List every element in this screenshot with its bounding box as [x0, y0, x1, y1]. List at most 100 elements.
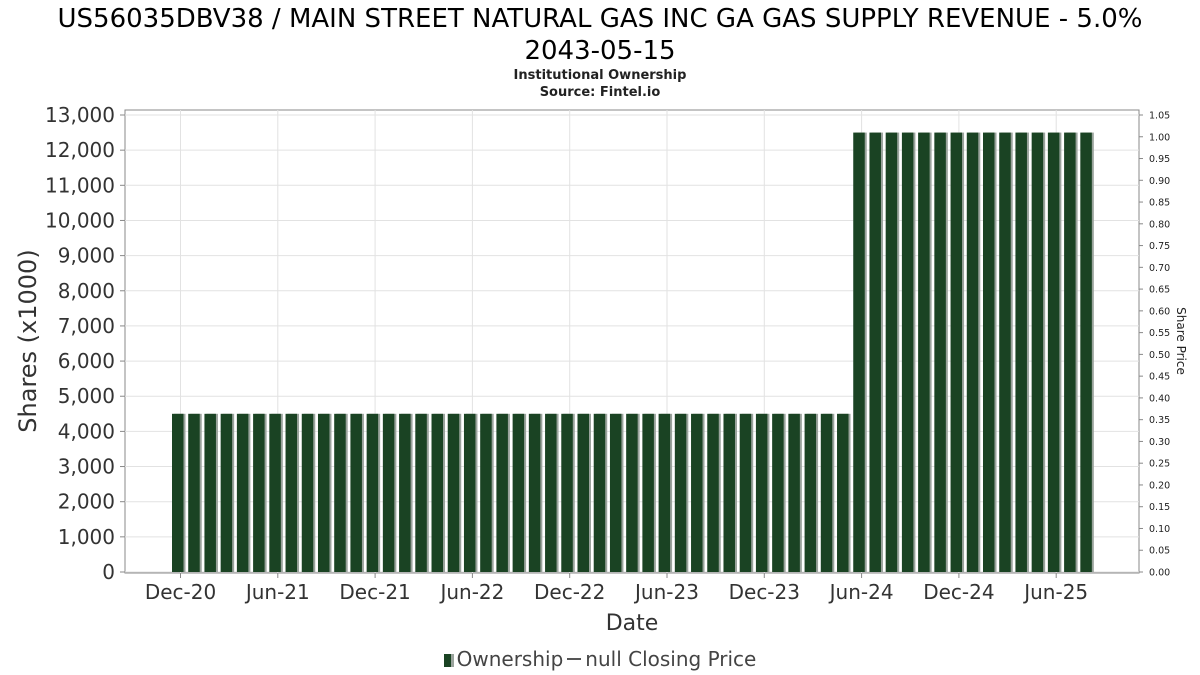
bar	[172, 413, 184, 572]
bar	[820, 413, 833, 572]
bar	[528, 413, 541, 572]
bar	[901, 132, 914, 573]
bar	[496, 413, 508, 572]
y-tick-label: 7,000	[58, 314, 115, 338]
bar	[253, 413, 265, 572]
y-tick-label: 10,000	[45, 208, 115, 232]
chart-title-line1: US56035DBV38 / MAIN STREET NATURAL GAS I…	[57, 4, 1143, 34]
chart-title-line2: 2043-05-15	[524, 36, 676, 66]
y2-tick-label: 1.00	[1149, 132, 1170, 143]
y-tick-label: 11,000	[45, 173, 115, 197]
x-tick-label: Dec-24	[923, 580, 994, 604]
y-tick-label: 3,000	[58, 455, 115, 479]
y2-tick-label: 0.05	[1149, 546, 1170, 557]
bar	[674, 413, 687, 572]
y-tick-label: 4,000	[58, 419, 115, 443]
y2-tick-label: 0.65	[1149, 285, 1170, 296]
bar	[739, 413, 752, 572]
bar	[788, 413, 800, 572]
bar	[366, 413, 379, 572]
x-tick-label: Dec-23	[729, 580, 800, 604]
y2-tick-label: 0.70	[1149, 263, 1170, 274]
bar	[837, 413, 849, 572]
bar	[204, 413, 216, 572]
x-tick-label: Dec-21	[339, 580, 410, 604]
bar	[885, 132, 898, 573]
y2-tick-label: 0.10	[1149, 524, 1170, 535]
bar	[1047, 132, 1060, 573]
bar	[869, 132, 881, 573]
bar	[609, 413, 622, 572]
y2-tick-label: 0.80	[1149, 219, 1170, 230]
y-tick-label: 6,000	[58, 349, 115, 373]
bar	[220, 413, 233, 572]
y-axis-title: Shares (x1000)	[14, 249, 42, 432]
bar	[512, 413, 525, 572]
bar	[269, 413, 281, 572]
bar	[626, 413, 638, 572]
x-tick-label: Jun-23	[633, 580, 699, 604]
bar	[334, 413, 346, 572]
bar	[983, 132, 995, 573]
y2-tick-label: 0.85	[1149, 198, 1170, 209]
bar	[480, 413, 492, 572]
bar	[447, 413, 460, 572]
bar	[577, 413, 589, 572]
y-tick-label: 1,000	[58, 525, 115, 549]
y2-tick-label: 0.15	[1149, 502, 1170, 513]
bar	[545, 413, 557, 572]
ownership-swatch-icon	[443, 654, 454, 667]
x-tick-label: Jun-22	[438, 580, 504, 604]
y2-axis-title: Share Price	[1174, 307, 1188, 375]
bar	[1015, 132, 1027, 573]
y-tick-label: 5,000	[58, 384, 115, 408]
bar	[463, 413, 476, 572]
x-tick-label: Jun-24	[828, 580, 894, 604]
bar	[1064, 132, 1076, 573]
y2-tick-label: 0.75	[1149, 241, 1170, 252]
y2-tick-label: 0.35	[1149, 415, 1170, 426]
x-axis-title: Date	[606, 611, 659, 636]
bar	[642, 413, 654, 572]
bar	[350, 413, 362, 572]
y2-tick-label: 0.20	[1149, 480, 1170, 491]
legend-price-label: null Closing Price	[585, 647, 757, 671]
y2-tick-label: 1.05	[1149, 111, 1170, 122]
bar	[707, 413, 719, 572]
chart-subtitle: Institutional Ownership	[513, 68, 687, 83]
x-tick-label: Jun-21	[244, 580, 310, 604]
bar	[691, 413, 703, 572]
y2-tick-label: 0.50	[1149, 350, 1170, 361]
y2-tick-label: 0.90	[1149, 176, 1170, 187]
bar	[301, 413, 314, 572]
bar	[999, 132, 1011, 573]
bar	[1080, 132, 1092, 573]
y2-tick-label: 0.60	[1149, 306, 1170, 317]
y-tick-label: 12,000	[45, 138, 115, 162]
price-line-icon	[567, 658, 582, 660]
bar	[918, 132, 930, 573]
y2-tick-label: 0.40	[1149, 393, 1170, 404]
y2-tick-label: 0.25	[1149, 459, 1170, 470]
bar	[188, 413, 200, 572]
y-tick-label: 13,000	[45, 103, 115, 127]
bar	[755, 413, 768, 572]
x-tick-label: Jun-25	[1022, 580, 1088, 604]
chart-source: Source: Fintel.io	[539, 85, 661, 100]
legend-ownership-label: Ownership	[456, 647, 564, 671]
y2-tick-label: 0.45	[1149, 372, 1170, 383]
y2-tick-label: 0.95	[1149, 154, 1170, 165]
bar	[658, 413, 671, 572]
bar	[934, 132, 946, 573]
y2-tick-label: 0.55	[1149, 328, 1170, 339]
y-tick-label: 9,000	[58, 244, 115, 268]
bar	[772, 413, 784, 572]
bar	[966, 132, 979, 573]
y2-tick-label: 0.00	[1149, 568, 1170, 579]
bar	[285, 413, 298, 572]
bar	[317, 413, 330, 572]
chart-legend: Ownership null Closing Price	[0, 647, 1200, 671]
x-tick-label: Dec-22	[534, 580, 605, 604]
bar	[382, 413, 395, 572]
